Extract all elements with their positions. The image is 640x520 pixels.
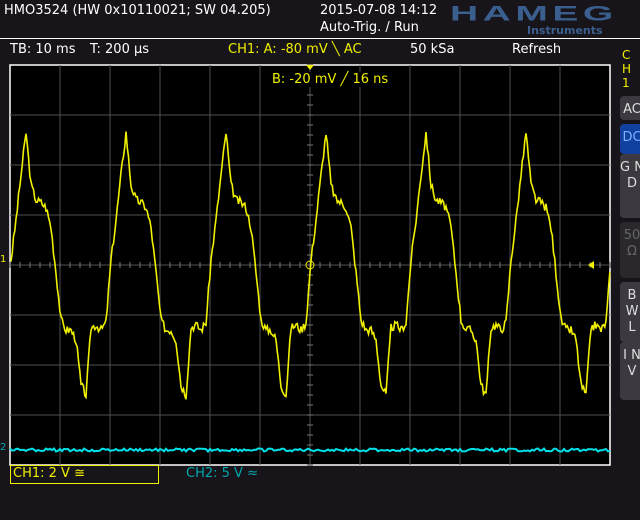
trigger-point-marker — [305, 260, 315, 270]
model-info: HMO3524 (HW 0x10110021; SW 04.205) — [4, 3, 271, 18]
trigger-state: Auto-Trig. / Run — [320, 20, 419, 35]
waveform-grid[interactable] — [9, 64, 612, 467]
coupling-button-1[interactable]: DC — [620, 124, 640, 154]
hameg-logo: HAMEG Instruments — [450, 1, 618, 37]
acquisition-mode[interactable]: Refresh — [512, 42, 562, 57]
trigger-a[interactable]: CH1: A: -80 mV ╲ AC — [228, 42, 362, 57]
coupling-button-2[interactable]: G N D — [620, 154, 640, 218]
trigger-level-marker[interactable] — [588, 261, 594, 269]
ch1-scale[interactable]: CH1: 2 V ≅ — [13, 466, 85, 481]
sample-rate: 50 kSa — [410, 42, 455, 57]
ch2-marker[interactable]: 2 — [0, 442, 7, 453]
timebase[interactable]: TB: 10 ms — [10, 42, 76, 57]
channel-label: C H 1 — [622, 48, 632, 90]
ch2-scale[interactable]: CH2: 5 V ≈ — [186, 466, 258, 481]
ch1-marker[interactable]: 1 — [0, 254, 7, 265]
trigger-b: B: -20 mV ╱ 16 ns — [272, 72, 389, 87]
coupling-button-0[interactable]: AC — [620, 96, 640, 120]
trigger-position-marker[interactable] — [306, 65, 314, 70]
datetime: 2015-07-08 14:12 — [320, 3, 438, 18]
coupling-button-3[interactable]: 50 Ω — [620, 222, 640, 278]
ch1-scale-box[interactable] — [10, 465, 159, 484]
ch1-waveform — [10, 131, 611, 400]
ch2-waveform — [9, 446, 611, 454]
coupling-button-5[interactable]: I N V — [620, 342, 640, 400]
trigger-time[interactable]: T: 200 µs — [90, 42, 150, 57]
coupling-button-4[interactable]: B W L — [620, 282, 640, 342]
divider — [0, 38, 640, 39]
